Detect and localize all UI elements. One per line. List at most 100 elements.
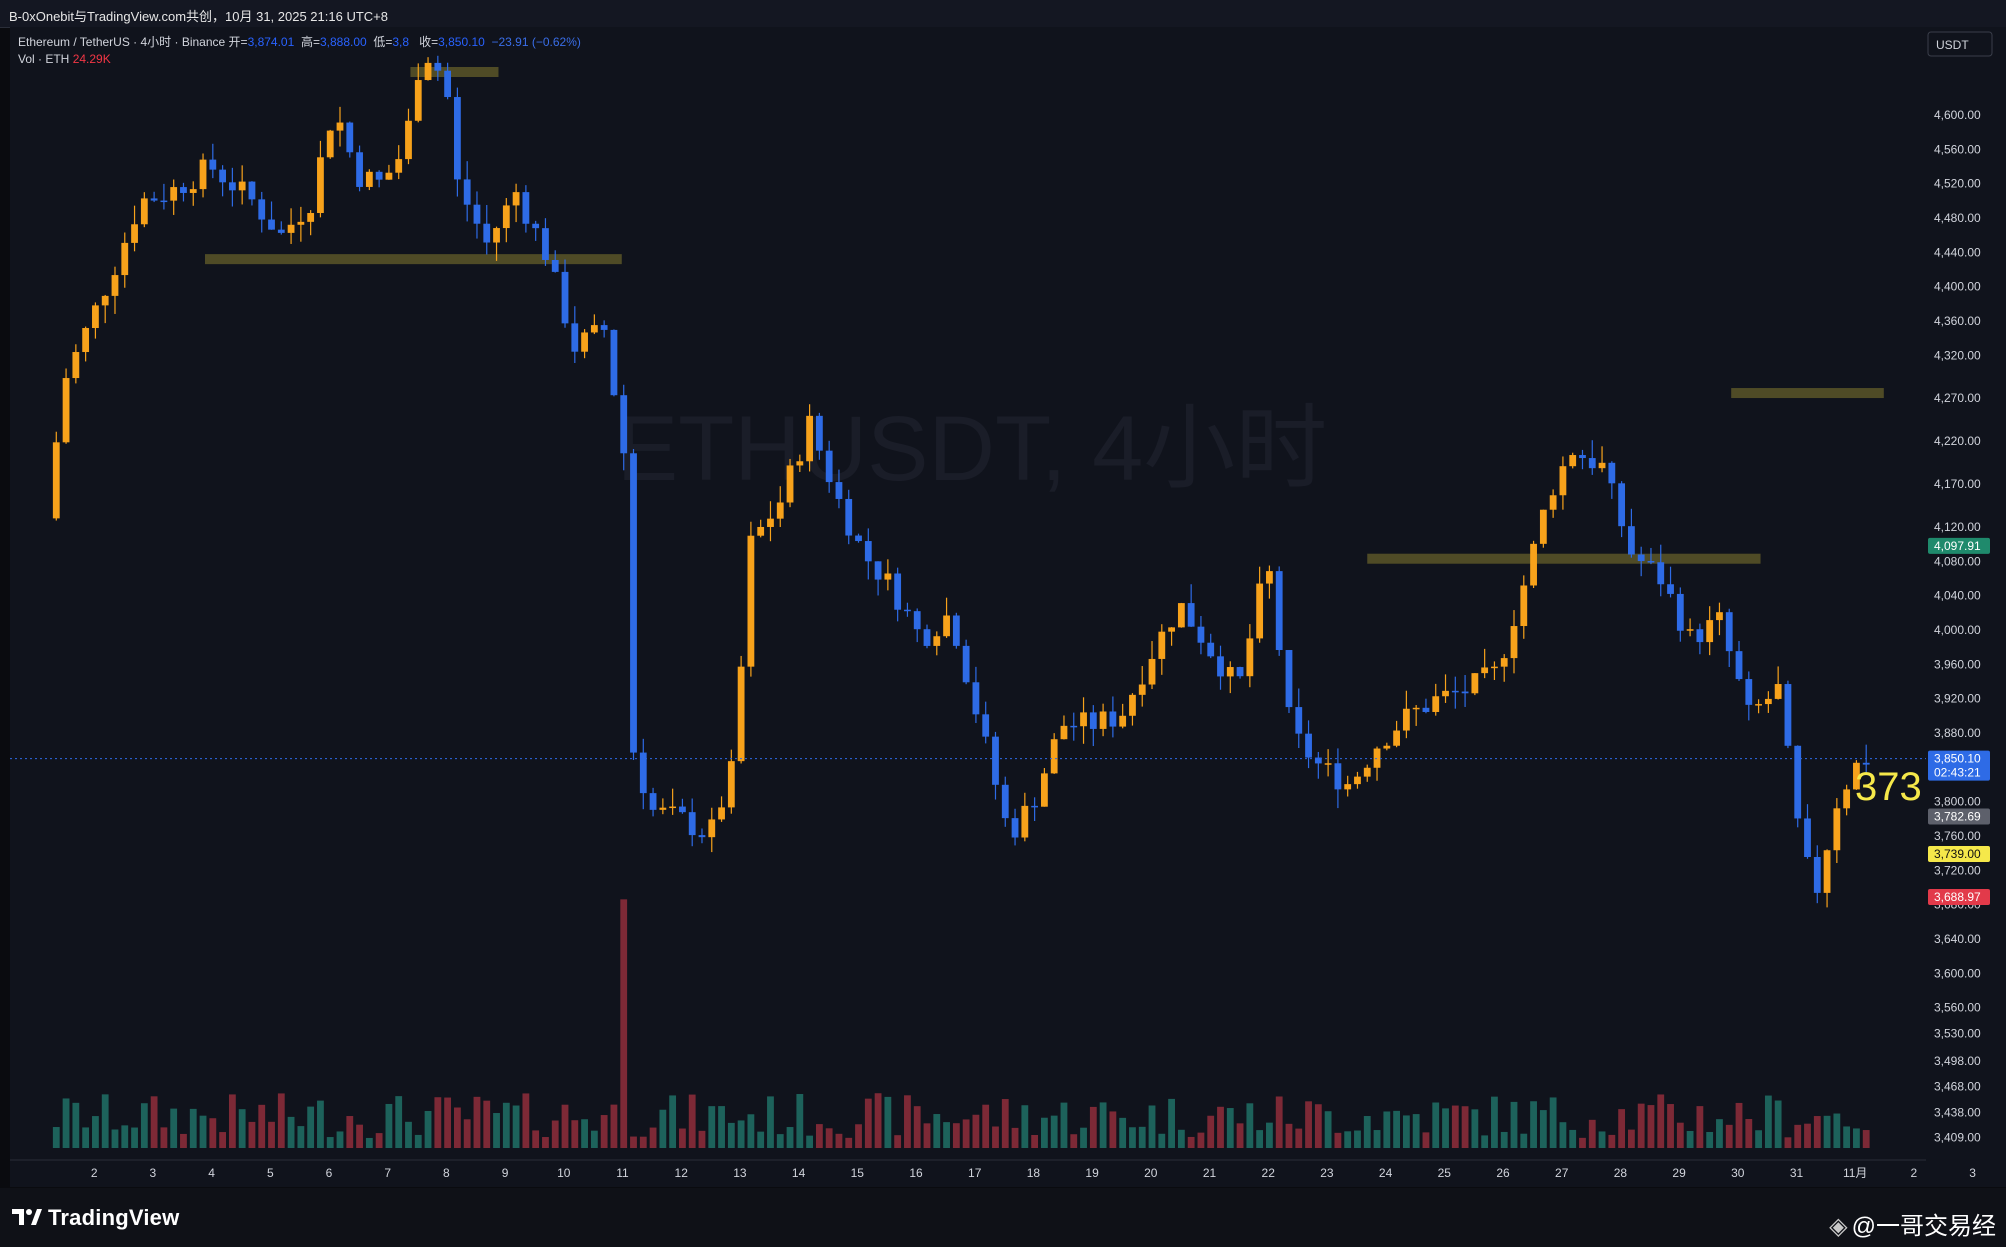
candle-body (1138, 684, 1146, 695)
candle-body (1432, 696, 1440, 712)
volume-bar (737, 1120, 745, 1148)
candle-body (150, 198, 158, 201)
candle-body (1383, 745, 1391, 749)
volume-bar (1755, 1130, 1762, 1148)
price-axis-background[interactable] (1926, 27, 2006, 1187)
volume-bar (248, 1121, 256, 1148)
volume-bar (454, 1107, 461, 1148)
volume-bar (1060, 1102, 1068, 1148)
tradingview-logo-text: TradingView (48, 1205, 180, 1230)
candle-body (1217, 656, 1224, 677)
volume-bar (581, 1119, 588, 1148)
volume-bar (1402, 1115, 1410, 1148)
price-tick-label: 4,400.00 (1934, 280, 1981, 294)
price-axis[interactable]: 4,600.00 4,560.00 4,520.00 4,480.00 4,440.00… (1927, 31, 1993, 1144)
time-tick-label: 28 (1614, 1166, 1628, 1180)
volume-bar (962, 1119, 970, 1148)
volume-bar (1735, 1102, 1743, 1148)
candle-body (522, 192, 530, 224)
candle-body (473, 204, 481, 224)
volume-bar (1794, 1124, 1802, 1148)
resistance-zone (1731, 388, 1884, 399)
price-label-box-yellow (1928, 846, 1990, 863)
candle-body (757, 526, 765, 536)
volume-bar (1481, 1135, 1489, 1148)
volume-bar (1451, 1105, 1459, 1148)
candle-body (375, 171, 383, 180)
volume-bar (806, 1135, 813, 1148)
volume-bar (150, 1096, 158, 1148)
time-tick-label: 14 (792, 1166, 806, 1180)
volume-bar (1050, 1115, 1058, 1148)
candle-body (982, 714, 990, 737)
candle-body (718, 807, 725, 820)
candle-body (972, 682, 980, 715)
candle-body (1324, 763, 1332, 765)
volume-bar (1266, 1122, 1273, 1148)
volume-bar (1305, 1101, 1312, 1148)
candle-body (1080, 712, 1087, 727)
volume-bar (1412, 1114, 1420, 1148)
volume-bar (101, 1094, 109, 1148)
time-tick-label: 8 (443, 1166, 450, 1180)
candle-body (923, 629, 931, 646)
volume-bar (1187, 1136, 1195, 1148)
candle-body (532, 223, 540, 229)
candle-body (1559, 466, 1567, 496)
volume-bar (424, 1110, 432, 1148)
candle-body (1334, 763, 1342, 790)
volume-bar (1354, 1130, 1361, 1148)
legend-low: 3,8 (392, 35, 410, 49)
candle-body (737, 666, 745, 762)
candle-body (405, 120, 412, 160)
time-axis[interactable]: 2 3 4 5 6 7 8 9 10 11 12 13 14 15 16 17 18 19 20 21 22 23 24 25… (10, 1159, 1976, 1180)
candle-body (1764, 698, 1772, 705)
candle-body (307, 213, 315, 222)
candle-body (502, 205, 510, 229)
candle-body (101, 295, 109, 306)
candle-body (845, 498, 853, 536)
time-tick-label: 18 (1027, 1166, 1041, 1180)
volume-bar (1011, 1127, 1019, 1148)
candlestick-chart[interactable]: ETHUSDT, 4小时 373 4,600.004,560.004,520.0… (0, 0, 2006, 1188)
volume-bar (1618, 1109, 1626, 1148)
candle-body (1491, 666, 1498, 669)
candle-body (806, 415, 813, 462)
legend-open-label: 开= (228, 35, 248, 49)
volume-bar (1559, 1122, 1567, 1148)
volume-bar (385, 1103, 393, 1148)
time-tick-label: 24 (1379, 1166, 1393, 1180)
resistance-zone (1367, 553, 1761, 564)
volume-bar (718, 1106, 725, 1148)
candle-body (1520, 585, 1528, 627)
volume-bar (1129, 1127, 1136, 1148)
price-tick-label: 3,600.00 (1934, 966, 1981, 980)
price-tick-label: 3,720.00 (1934, 863, 1981, 877)
candle-body (1745, 679, 1753, 705)
candle-body (1628, 526, 1635, 555)
volume-bar (600, 1115, 608, 1148)
candle-body (1813, 857, 1821, 893)
volume-bar (1138, 1126, 1146, 1148)
volume-bar (1706, 1131, 1714, 1148)
candle-body (1109, 711, 1117, 727)
candle-body (933, 636, 941, 646)
price-tick-label: 3,920.00 (1934, 692, 1981, 706)
volume-bar (228, 1094, 236, 1148)
candle-body (1618, 483, 1626, 527)
volume-bar (1119, 1117, 1127, 1148)
candle-body (1197, 626, 1205, 643)
candle-body (1344, 784, 1352, 790)
volume-bar (1041, 1117, 1048, 1148)
candle-body (639, 752, 647, 794)
price-label-box-green (1928, 537, 1990, 554)
candle-body (1471, 673, 1479, 694)
volume-bar (219, 1132, 226, 1148)
bottom-bar (0, 1188, 2006, 1247)
candle-body (199, 159, 207, 190)
volume-bar (1217, 1106, 1224, 1148)
tradingview-logo[interactable]: TradingView (12, 1205, 179, 1231)
volume-bar (1657, 1094, 1665, 1148)
candle-body (1187, 603, 1195, 627)
candle-body (160, 200, 168, 203)
